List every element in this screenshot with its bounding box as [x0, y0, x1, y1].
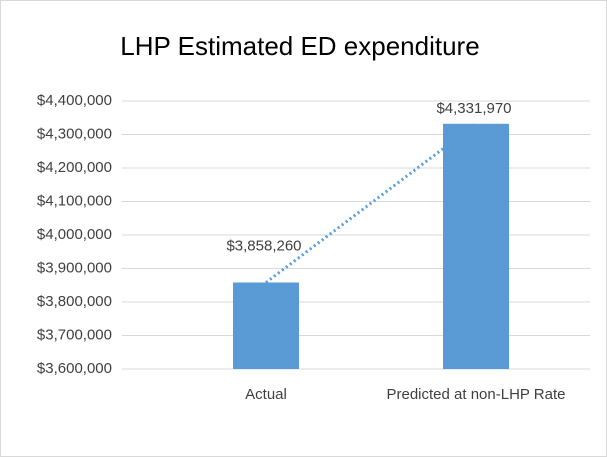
y-tick-label: $3,700,000 [37, 326, 112, 343]
x-tick-label: Actual [245, 386, 287, 403]
trendline [265, 122, 477, 284]
y-tick-label: $3,900,000 [37, 259, 112, 276]
y-tick-label: $4,100,000 [37, 192, 112, 209]
y-tick-label: $4,200,000 [37, 159, 112, 176]
y-tick-label: $4,000,000 [37, 226, 112, 243]
bar [443, 123, 509, 370]
y-tick-label: $4,400,000 [37, 92, 112, 109]
bar [233, 282, 299, 369]
y-tick-label: $3,600,000 [37, 360, 112, 377]
x-tick-label: Predicted at non-LHP Rate [386, 386, 566, 403]
data-label: $3,858,260 [226, 237, 301, 254]
chart-title: LHP Estimated ED expenditure [120, 31, 479, 61]
y-tick-label: $3,800,000 [37, 293, 112, 310]
data-label: $4,331,970 [436, 100, 511, 117]
y-tick-label: $4,300,000 [37, 125, 112, 142]
